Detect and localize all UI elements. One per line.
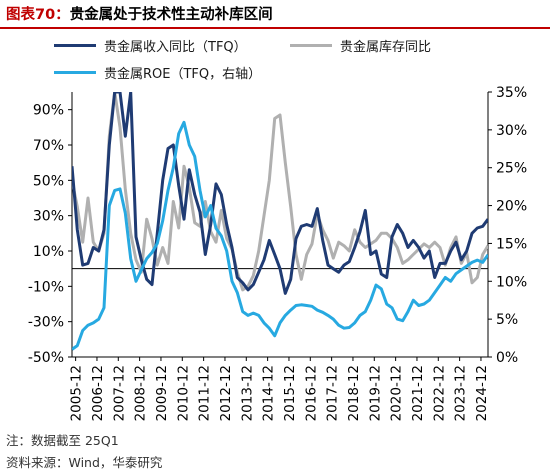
x-tick-label: 2024-12: [474, 365, 490, 421]
x-tick-label: 2020-12: [389, 365, 405, 421]
x-tick-label: 2005-12: [69, 365, 85, 421]
figure-title: 图表70：贵金属处于技术性主动补库区间: [6, 3, 273, 24]
right-tick-label: 10%: [496, 274, 527, 290]
x-tick-label: 2007-12: [111, 365, 127, 421]
legend-item-inventory: 贵金属库存同比: [290, 36, 431, 55]
x-tick-label: 2006-12: [90, 365, 106, 421]
right-tick-label: 5%: [496, 312, 518, 328]
x-tick-label: 2009-12: [154, 365, 170, 421]
x-tick-label: 2017-12: [325, 365, 341, 421]
left-tick-label: -50%: [28, 350, 64, 366]
legend-swatch-inventory: [290, 44, 332, 47]
x-tick-label: 2014-12: [261, 365, 277, 421]
right-tick-label: 25%: [496, 161, 527, 177]
figure-title-text: 贵金属处于技术性主动补库区间: [69, 7, 273, 23]
x-tick-label: 2013-12: [239, 365, 255, 421]
right-tick-label: 0%: [496, 350, 518, 366]
title-rule: [0, 27, 550, 29]
left-tick-label: -30%: [28, 315, 64, 331]
x-tick-label: 2010-12: [175, 365, 191, 421]
legend-label-inventory: 贵金属库存同比: [340, 40, 432, 55]
x-tick-label: 2021-12: [410, 365, 426, 421]
footnote-note: 注：数据截至 25Q1: [6, 433, 119, 448]
x-tick-label: 2016-12: [303, 365, 319, 421]
figure-number: 图表70：: [6, 7, 70, 23]
left-tick-label: 10%: [33, 244, 64, 260]
right-tick-label: 15%: [496, 236, 527, 252]
x-tick-label: 2019-12: [367, 365, 383, 421]
legend-swatch-roe: [54, 71, 96, 74]
left-tick-label: 70%: [33, 138, 64, 154]
x-tick-label: 2012-12: [218, 365, 234, 421]
footnote-source: 资料来源：Wind，华泰研究: [6, 455, 163, 470]
series-line-0: [72, 92, 488, 295]
x-tick-label: 2023-12: [453, 365, 469, 421]
series-line-2: [72, 120, 488, 351]
left-tick-label: 50%: [33, 173, 64, 189]
x-tick-label: 2008-12: [133, 365, 149, 421]
left-tick-label: 90%: [33, 103, 64, 119]
left-tick-label: 30%: [33, 209, 64, 225]
x-tick-label: 2011-12: [197, 365, 213, 421]
left-tick-label: -10%: [28, 279, 64, 295]
legend-item-roe: 贵金属ROE（TFQ，右轴）: [54, 63, 261, 82]
x-tick-label: 2015-12: [282, 365, 298, 421]
right-tick-label: 35%: [496, 85, 527, 101]
legend-swatch-revenue: [54, 44, 96, 47]
x-tick-label: 2022-12: [431, 365, 447, 421]
legend-item-revenue: 贵金属收入同比（TFQ）: [54, 36, 247, 55]
x-tick-label: 2018-12: [346, 365, 362, 421]
right-tick-label: 30%: [496, 123, 527, 139]
legend-label-revenue: 贵金属收入同比（TFQ）: [104, 40, 247, 55]
right-tick-label: 20%: [496, 199, 527, 215]
legend-label-roe: 贵金属ROE（TFQ，右轴）: [104, 67, 262, 82]
